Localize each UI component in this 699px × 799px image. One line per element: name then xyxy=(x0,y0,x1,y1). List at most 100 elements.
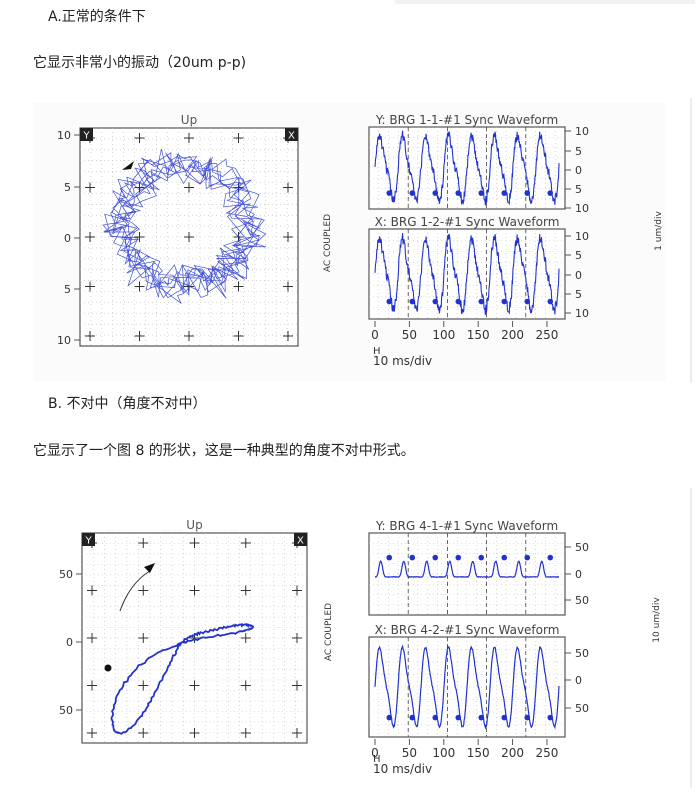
waveform-keyphasor-dot xyxy=(524,554,531,561)
waveform-keyphasor-dot xyxy=(386,298,393,305)
time-axis-h-label: H xyxy=(373,346,381,357)
orbit-plus-marker xyxy=(283,232,293,242)
waveform-keyphasor-dot xyxy=(455,190,462,196)
waveform-keyphasor-dot xyxy=(478,190,485,196)
orbit-direction-arrow xyxy=(144,563,155,573)
orbit-plus-marker xyxy=(85,331,95,341)
waveform-keyphasor-dot xyxy=(524,714,531,721)
orbit-plus-marker xyxy=(184,232,194,242)
orbit-plus-marker xyxy=(292,585,302,596)
orbit-corner-y-label: Y xyxy=(83,131,91,142)
figure-a: Y X Up 10 5 0 5 10 AC COUPLED Y: BRG 1-1-#1 Sync … xyxy=(33,103,666,381)
time-axis-tick-label: 50 xyxy=(402,746,417,760)
orbit-plus-marker xyxy=(87,633,97,643)
time-scale-label: 10 ms/div xyxy=(373,762,432,776)
orbit-y-tick-label: 0 xyxy=(64,232,71,245)
waveform-trace xyxy=(374,644,560,730)
figure-a-edge xyxy=(690,98,692,383)
waveform-y-tick-label: 10 xyxy=(575,230,589,243)
orbit-plus-marker xyxy=(283,182,293,193)
orbit-corner-x-label: X xyxy=(297,536,304,547)
figure-b-edge xyxy=(690,488,692,788)
waveform-y-tick-label: 5 xyxy=(575,145,582,158)
orbit-y-tick-label: 5 xyxy=(64,181,71,194)
waveform-keyphasor-dot xyxy=(409,190,416,196)
orbit-plus-marker xyxy=(87,585,97,596)
waveform-y-tick-label: 0 xyxy=(575,164,582,177)
waveform-y-tick-label: 0 xyxy=(575,269,582,282)
waveform-y-tick-label: 50 xyxy=(575,594,589,607)
waveform-y-tick-label: 0 xyxy=(575,568,582,581)
waveform-keyphasor-dot xyxy=(547,554,554,561)
orbit-plus-marker xyxy=(240,538,251,548)
orbit-plus-marker xyxy=(292,680,302,691)
orbit-corner-x-box xyxy=(285,128,298,141)
waveform-keyphasor-dot xyxy=(478,714,485,721)
time-axis-tick-label: 0 xyxy=(371,746,379,760)
orbit-keyphasor-dot xyxy=(104,664,112,672)
orbit-y-tick-label: 0 xyxy=(66,636,73,649)
section-b-description: 它显示了一个图 8 的形状，这是一种典型的角度不对中形式。 xyxy=(33,443,415,459)
waveform-y-tick-label: 10 xyxy=(575,125,589,138)
time-axis-tick-label: 100 xyxy=(432,746,455,760)
time-axis-tick-label: 200 xyxy=(501,746,524,760)
orbit-plus-marker xyxy=(292,728,302,738)
orbit-plus-marker xyxy=(134,331,145,341)
section-b-heading: B. 不对中（角度不对中） xyxy=(48,396,207,412)
time-scale-label: 10 ms/div xyxy=(373,354,432,368)
orbit-plus-marker xyxy=(240,728,251,738)
orbit-plus-marker xyxy=(240,680,251,691)
orbit-plus-marker xyxy=(292,633,302,643)
waveform-y-tick-label: 10 xyxy=(575,202,589,215)
waveform-keyphasor-dot xyxy=(524,190,531,196)
orbit-plus-marker xyxy=(134,133,145,143)
orbit-plus-marker xyxy=(189,680,200,691)
time-axis-tick-label: 150 xyxy=(467,328,490,342)
waveform-keyphasor-dot xyxy=(501,714,508,721)
waveform-y-tick-label: 5 xyxy=(575,288,582,301)
time-axis-tick-label: 250 xyxy=(536,746,559,760)
orbit-y-tick-label: 50 xyxy=(59,568,73,581)
time-axis-h-label: H xyxy=(373,754,381,765)
orbit-plus-marker xyxy=(184,133,194,143)
waveform-keyphasor-dot xyxy=(432,554,439,561)
orbit-corner-y-box xyxy=(80,128,93,141)
waveform-y-tick-label: 10 xyxy=(575,307,589,320)
waveform-keyphasor-dot xyxy=(409,298,416,305)
waveform-keyphasor-dot xyxy=(386,190,393,196)
waveform-trace xyxy=(374,560,559,579)
time-axis-tick-label: 200 xyxy=(501,328,524,342)
orbit-direction-arrow xyxy=(122,161,134,170)
waveform-y-tick-label: 5 xyxy=(575,183,582,196)
waveform-keyphasor-dot xyxy=(478,298,485,305)
ac-coupled-label: AC COUPLED xyxy=(324,603,334,661)
scale-label: 10 um/div xyxy=(652,597,662,643)
time-axis-tick-label: 100 xyxy=(432,328,455,342)
waveform-keyphasor-dot xyxy=(501,554,508,561)
waveform-title: X: BRG 4-2-#1 Sync Waveform xyxy=(375,623,560,637)
waveform-keyphasor-dot xyxy=(432,298,439,305)
orbit-plus-marker xyxy=(87,680,97,691)
waveform-keyphasor-dot xyxy=(547,714,554,721)
orbit-plus-marker xyxy=(240,633,251,643)
waveform-title: Y: BRG 1-1-#1 Sync Waveform xyxy=(375,113,558,127)
orbit-title: Up xyxy=(181,113,197,127)
orbit-plus-marker xyxy=(184,331,194,341)
orbit-trace xyxy=(110,622,255,735)
waveform-keyphasor-dot xyxy=(524,298,531,305)
waveform-keyphasor-dot xyxy=(409,554,416,561)
time-axis-tick-label: 0 xyxy=(371,328,379,342)
waveform-keyphasor-dot xyxy=(501,298,508,305)
orbit-plus-marker xyxy=(233,331,244,341)
ac-coupled-label: AC COUPLED xyxy=(323,214,333,272)
orbit-plus-marker xyxy=(85,182,95,193)
orbit-y-tick-label: 10 xyxy=(57,129,71,142)
waveform-keyphasor-dot xyxy=(432,190,439,196)
orbit-plus-marker xyxy=(189,585,200,596)
waveform-keyphasor-dot xyxy=(455,298,462,305)
waveform-y-tick-label: 0 xyxy=(575,674,582,687)
orbit-corner-y-box xyxy=(82,533,95,546)
section-a-description: 它显示非常小的振动（20um p-p) xyxy=(33,55,247,71)
waveform-keyphasor-dot xyxy=(455,714,462,721)
time-axis-tick-label: 50 xyxy=(402,328,417,342)
